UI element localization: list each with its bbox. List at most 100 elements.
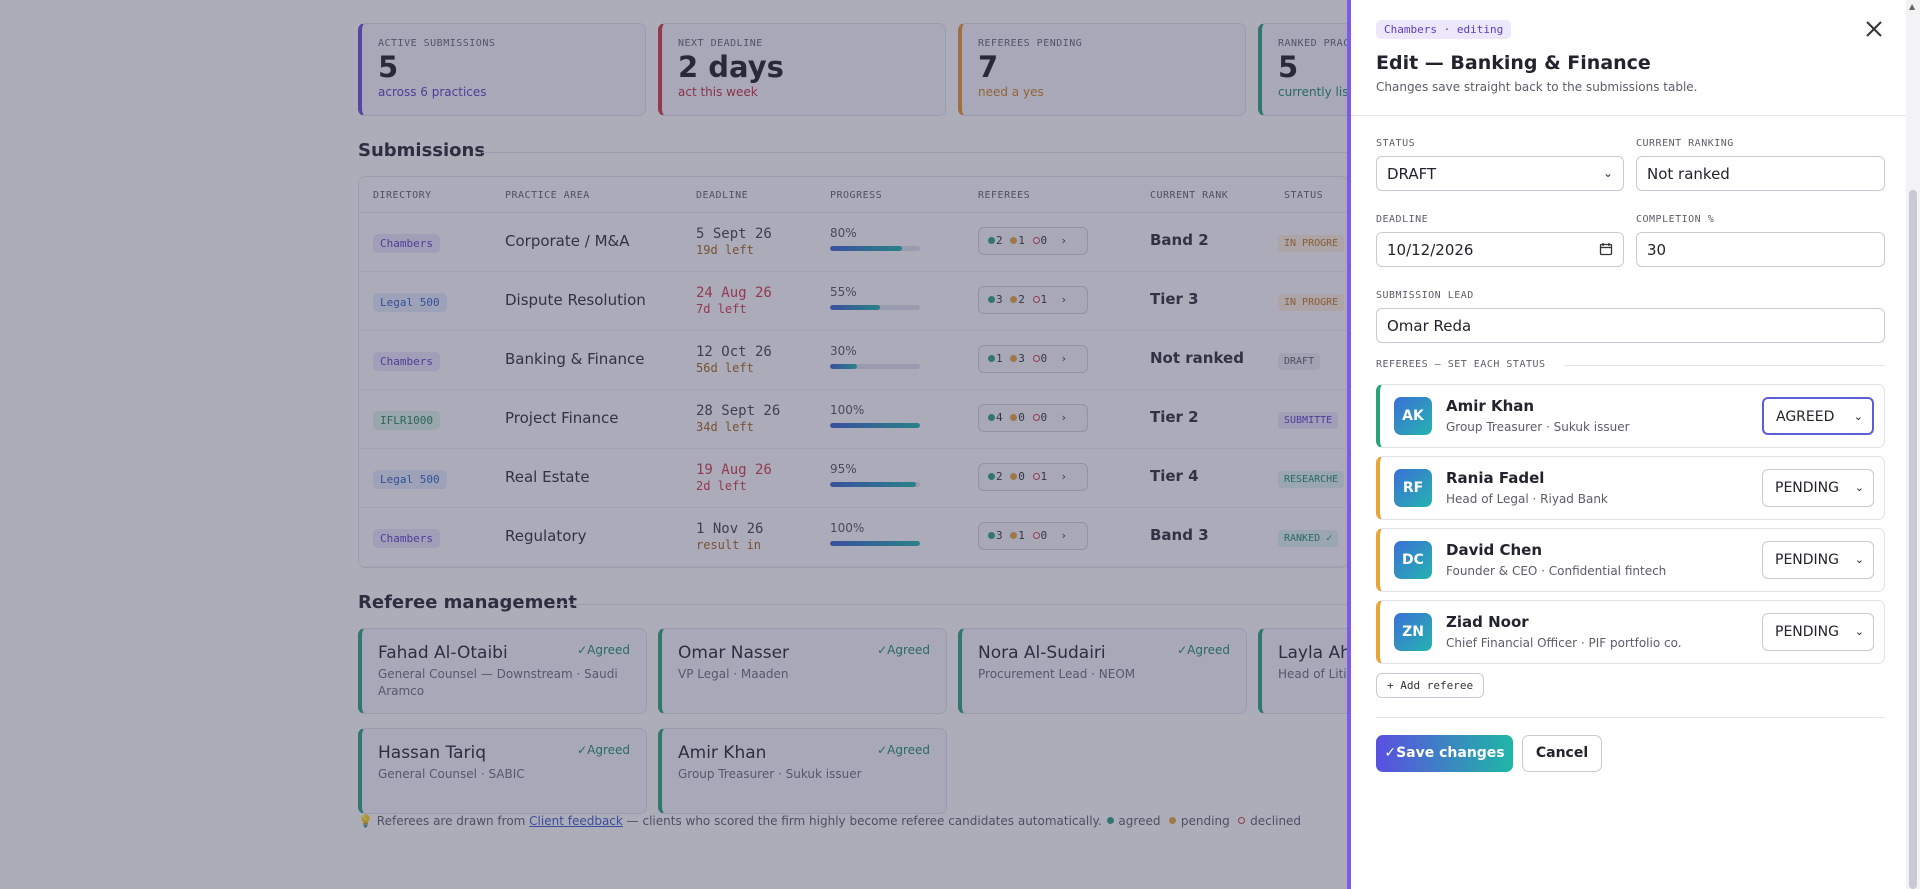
pending-dot-icon xyxy=(1169,817,1177,824)
col-deadline: DEADLINE xyxy=(696,190,749,201)
col-status: STATUS xyxy=(1284,190,1324,201)
referees-summary-button[interactable]: 4 0 0 › xyxy=(978,404,1088,432)
referee-status: ✓Agreed xyxy=(877,643,930,657)
chevron-down-icon: ⌄ xyxy=(1854,481,1864,494)
referee-card[interactable]: Fahad Al-Otaibi General Counsel — Downst… xyxy=(358,628,647,714)
pending-dot-icon xyxy=(1010,472,1018,480)
table-row[interactable]: Chambers Regulatory 1 Nov 26 result in 100% 3… xyxy=(359,508,1347,567)
table-row[interactable]: Legal 500 Dispute Resolution 24 Aug 26 7d l… xyxy=(359,272,1347,331)
close-icon[interactable] xyxy=(1863,18,1885,40)
referee-status-value: PENDING xyxy=(1775,480,1839,496)
status-select[interactable]: DRAFT ⌄ xyxy=(1376,156,1624,191)
deadline-label: DEADLINE xyxy=(1376,214,1429,225)
referee-status: ✓Agreed xyxy=(577,643,630,657)
table-row[interactable]: IFLR1000 Project Finance 28 Sept 26 34d lef… xyxy=(359,390,1347,449)
kpi-label: REFEREES PENDING xyxy=(978,38,1083,49)
deadline-cell: 12 Oct 26 56d left xyxy=(696,344,772,375)
ranking-input[interactable]: Not ranked xyxy=(1636,156,1885,191)
table-row[interactable]: Chambers Banking & Finance 12 Oct 26 56d le… xyxy=(359,331,1347,390)
referee-name: David Chen xyxy=(1446,541,1542,559)
client-feedback-link[interactable]: Client feedback xyxy=(529,814,623,828)
chevron-down-icon: ⌄ xyxy=(1853,410,1863,423)
referee-card[interactable]: Nora Al-Sudairi Procurement Lead · NEOM … xyxy=(958,628,1247,714)
referee-status-value: PENDING xyxy=(1775,552,1839,568)
status-badge: SUBMITTE xyxy=(1278,412,1339,429)
completion-value: 30 xyxy=(1647,241,1667,259)
col-practice-area: PRACTICE AREA xyxy=(505,190,590,201)
directory-badge: IFLR1000 xyxy=(373,411,440,430)
ranking-value: Not ranked xyxy=(1647,165,1730,183)
deadline-date: 19 Aug 26 xyxy=(696,462,772,478)
referee-status-select[interactable]: PENDING ⌄ xyxy=(1762,541,1874,579)
pending-dot-icon xyxy=(1010,413,1018,421)
referee-name: Amir Khan xyxy=(1446,397,1535,415)
chevron-down-icon: ⌄ xyxy=(1854,553,1864,566)
kpi-active-submissions: ACTIVE SUBMISSIONS 5 across 6 practices xyxy=(358,23,646,116)
declined-count: 1 xyxy=(1040,470,1048,483)
lead-input[interactable]: Omar Reda xyxy=(1376,308,1885,343)
submissions-title: Submissions xyxy=(358,140,486,161)
referees-summary-button[interactable]: 2 1 0 › xyxy=(978,227,1088,255)
kpi-sub: across 6 practices xyxy=(378,85,487,100)
panel-scrollbar[interactable]: ▲ xyxy=(1906,0,1920,889)
chevron-down-icon: ⌄ xyxy=(1854,625,1864,638)
chevron-right-icon: › xyxy=(1060,411,1067,424)
referees-summary-button[interactable]: 2 0 1 › xyxy=(978,463,1088,491)
referees-summary-button[interactable]: 3 2 1 › xyxy=(978,286,1088,314)
lead-value: Omar Reda xyxy=(1387,317,1472,335)
agreed-dot-icon xyxy=(988,354,995,362)
deadline-remaining: 19d left xyxy=(696,243,754,257)
cancel-button[interactable]: Cancel xyxy=(1522,735,1602,772)
declined-dot-icon xyxy=(1032,354,1040,362)
referee-status-select[interactable]: PENDING ⌄ xyxy=(1762,469,1874,507)
referees-summary-button[interactable]: 3 1 0 › xyxy=(978,522,1088,550)
referees-divider xyxy=(1564,365,1885,366)
declined-count: 0 xyxy=(1040,529,1048,542)
avatar: RF xyxy=(1394,469,1432,507)
deadline-remaining: 34d left xyxy=(696,420,754,434)
footer-text-pre: Referees are drawn from xyxy=(376,814,530,828)
referee-role: Chief Financial Officer · PIF portfolio … xyxy=(1446,636,1682,650)
practice-area: Corporate / M&A xyxy=(505,232,630,250)
declined-dot-icon xyxy=(1032,472,1040,480)
referee-name: Nora Al-Sudairi xyxy=(978,643,1106,663)
kpi-label: RANKED PRAC xyxy=(1278,38,1350,49)
directory-badge: Chambers xyxy=(373,234,440,253)
save-changes-button[interactable]: ✓Save changes xyxy=(1376,735,1513,772)
referee-status-select[interactable]: PENDING ⌄ xyxy=(1762,613,1874,651)
declined-dot-icon xyxy=(1032,413,1040,421)
deadline-input[interactable]: 10/12/2026 xyxy=(1376,232,1624,267)
pending-count: 0 xyxy=(1018,411,1025,424)
panel-referee-row: AK Amir Khan Group Treasurer · Sukuk iss… xyxy=(1376,384,1885,448)
scroll-up-icon[interactable]: ▲ xyxy=(1909,2,1916,11)
progress-cell: 95% xyxy=(830,462,922,487)
referee-name: Rania Fadel xyxy=(1446,469,1545,487)
progress-fill xyxy=(830,423,920,428)
practice-area: Banking & Finance xyxy=(505,350,645,368)
progress-bar xyxy=(830,541,920,546)
declined-count: 0 xyxy=(1040,234,1048,247)
avatar: DC xyxy=(1394,541,1432,579)
kpi-sub: act this week xyxy=(678,85,758,100)
legend-pending: pending xyxy=(1180,814,1230,828)
ranking-label: CURRENT RANKING xyxy=(1636,138,1734,149)
scrollbar-thumb[interactable] xyxy=(1909,190,1917,889)
table-row[interactable]: Legal 500 Real Estate 19 Aug 26 2d left 95% 2… xyxy=(359,449,1347,508)
referee-card[interactable]: Omar Nasser VP Legal · Maaden ✓Agreed xyxy=(658,628,947,714)
progress-label: 80% xyxy=(830,226,857,240)
completion-input[interactable]: 30 xyxy=(1636,232,1885,267)
calendar-icon[interactable] xyxy=(1599,242,1613,259)
add-referee-button[interactable]: + Add referee xyxy=(1376,673,1485,698)
referee-status-select[interactable]: AGREED ⌄ xyxy=(1762,397,1874,435)
editing-chip: Chambers · editing xyxy=(1376,20,1512,39)
referees-summary-button[interactable]: 1 3 0 › xyxy=(978,345,1088,373)
progress-bar xyxy=(830,364,920,369)
referee-card[interactable]: Amir Khan Group Treasurer · Sukuk issuer… xyxy=(658,728,947,814)
agreed-dot-icon xyxy=(988,531,995,539)
directory-badge: Chambers xyxy=(373,529,440,548)
progress-fill xyxy=(830,482,916,487)
referee-card[interactable]: Hassan Tariq General Counsel · SABIC ✓Ag… xyxy=(358,728,647,814)
kpi-value: 2 days xyxy=(678,50,784,84)
table-row[interactable]: Chambers Corporate / M&A 5 Sept 26 19d left… xyxy=(359,213,1347,272)
directory-badge: Legal 500 xyxy=(373,293,447,312)
